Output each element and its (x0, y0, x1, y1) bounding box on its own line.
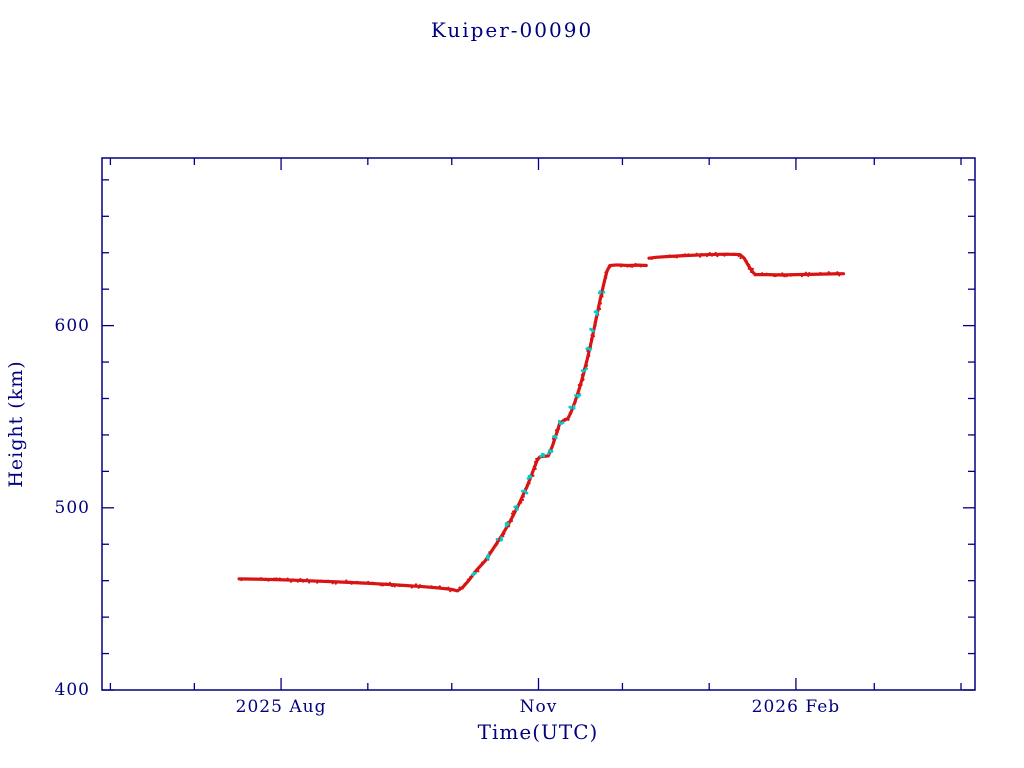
y-tick-label: 500 (54, 497, 90, 518)
x-axis-title: Time(UTC) (477, 720, 599, 744)
y-tick-label: 600 (54, 315, 90, 336)
y-axis-title: Height (km) (5, 360, 27, 488)
chart-title: Kuiper-00090 (430, 18, 594, 42)
x-tick-label: 2025 Aug (235, 697, 327, 717)
series-height-primary (237, 251, 846, 593)
x-tick-label: 2026 Feb (751, 697, 841, 717)
axes (101, 157, 976, 691)
x-tick-label: Nov (519, 697, 558, 717)
y-tick-label: 400 (54, 680, 90, 700)
series-height-secondary (471, 290, 606, 577)
